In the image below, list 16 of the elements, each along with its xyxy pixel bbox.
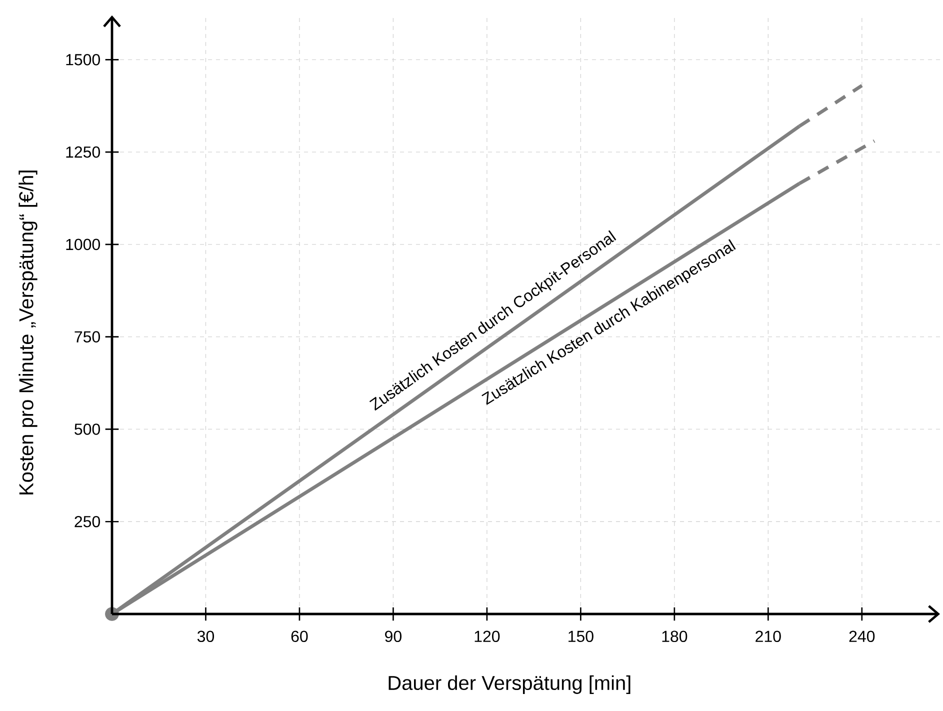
x-tick-label: 120 bbox=[474, 630, 500, 642]
y-tick-label: 1000 bbox=[66, 238, 100, 250]
x-tick-label: 210 bbox=[756, 630, 781, 642]
x-axis-title: Dauer der Verspätung [min] bbox=[388, 675, 630, 694]
x-tick-label: 30 bbox=[197, 630, 214, 642]
x-tick-label: 150 bbox=[568, 630, 594, 642]
x-tick-label: 60 bbox=[291, 630, 308, 642]
x-tick-label: 180 bbox=[662, 630, 688, 642]
y-tick-label: 500 bbox=[74, 424, 100, 435]
y-tick-label: 250 bbox=[74, 516, 100, 528]
y-tick-label: 750 bbox=[74, 331, 100, 342]
y-tick-label: 1250 bbox=[66, 146, 100, 158]
y-tick-label: 1500 bbox=[66, 54, 100, 66]
x-tick-label: 240 bbox=[849, 630, 875, 642]
x-tick-label: 90 bbox=[385, 630, 402, 642]
y-axis-title: Kosten pro Minute „Verspätung“ [€/h] bbox=[18, 170, 38, 494]
